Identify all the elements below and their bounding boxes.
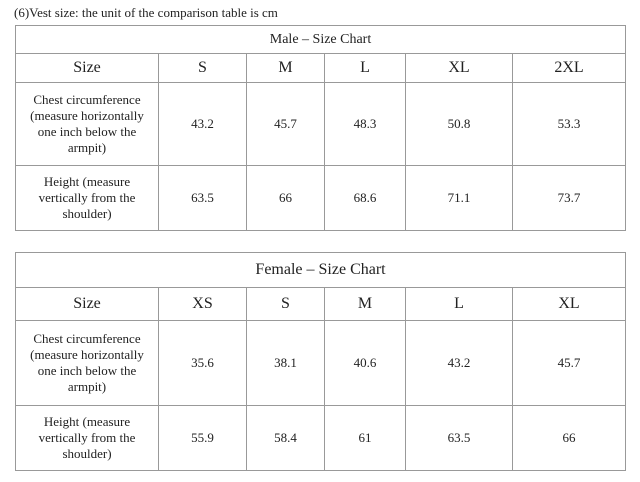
header-cell: S: [246, 287, 325, 321]
cell: 45.7: [246, 82, 325, 166]
cell: 66: [511, 405, 627, 471]
data-row: Height (measure vertically from the shou…: [15, 165, 627, 231]
header-cell: L: [324, 53, 406, 83]
row-label: Height (measure vertically from the shou…: [15, 165, 159, 231]
cell: 50.8: [405, 82, 513, 166]
header-cell: S: [158, 53, 247, 83]
cell: 71.1: [405, 165, 513, 231]
header-cell: M: [246, 53, 325, 83]
header-row: Size S M L XL 2XL: [15, 53, 627, 83]
cell: 45.7: [511, 320, 627, 406]
header-cell: XS: [158, 287, 247, 321]
header-cell: M: [324, 287, 406, 321]
header-cell: XL: [511, 287, 627, 321]
cell: 73.7: [511, 165, 627, 231]
cell: 61: [324, 405, 406, 471]
data-row: Chest circumference (measure horizontall…: [15, 320, 627, 406]
cell: 38.1: [246, 320, 325, 406]
cell: 55.9: [158, 405, 247, 471]
header-cell: Size: [15, 53, 159, 83]
title-row: Male – Size Chart: [14, 25, 627, 54]
cell: 40.6: [324, 320, 406, 406]
table-title: Male – Size Chart: [14, 25, 627, 54]
title-row: Female – Size Chart: [14, 252, 627, 288]
cell: 48.3: [324, 82, 406, 166]
cell: 68.6: [324, 165, 406, 231]
header-cell: Size: [15, 287, 159, 321]
size-table: Male – Size Chart Size S M L XL 2XL Chest circu…: [14, 25, 627, 231]
cell: 53.3: [511, 82, 627, 166]
cell: 43.2: [158, 82, 247, 166]
row-label: Height (measure vertically from the shou…: [15, 405, 159, 471]
cell: 63.5: [405, 405, 513, 471]
header-cell: L: [405, 287, 513, 321]
data-row: Height (measure vertically from the shou…: [15, 405, 627, 471]
cell: 58.4: [246, 405, 325, 471]
row-label: Chest circumference (measure horizontall…: [15, 82, 159, 166]
table-title: Female – Size Chart: [14, 252, 627, 288]
cell: 43.2: [405, 320, 513, 406]
cell: 63.5: [158, 165, 247, 231]
row-label: Chest circumference (measure horizontall…: [15, 320, 159, 406]
size-table: Female – Size Chart Size XS S M L XL Chest circ…: [14, 252, 627, 471]
header-row: Size XS S M L XL: [15, 287, 627, 321]
caption: (6)Vest size: the unit of the comparison…: [14, 5, 278, 20]
cell: 35.6: [158, 320, 247, 406]
data-row: Chest circumference (measure horizontall…: [15, 82, 627, 166]
header-cell: XL: [405, 53, 513, 83]
cell: 66: [246, 165, 325, 231]
header-cell: 2XL: [511, 53, 627, 83]
